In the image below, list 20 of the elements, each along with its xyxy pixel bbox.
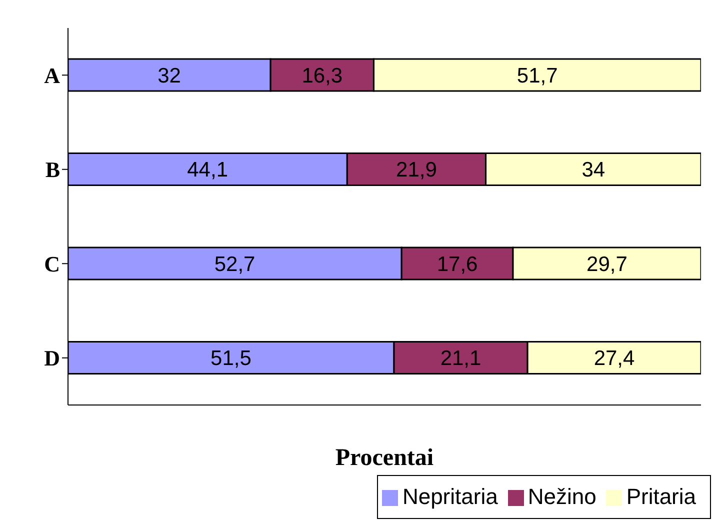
y-tick-label: C xyxy=(44,251,60,276)
y-tick-label: B xyxy=(45,157,60,182)
y-tick-label: A xyxy=(44,62,60,88)
data-label: 51,5 xyxy=(210,347,252,370)
data-label: 32 xyxy=(158,64,181,88)
legend-label: Pritaria xyxy=(626,484,696,509)
data-label: 44,1 xyxy=(187,158,228,182)
data-label: 34 xyxy=(582,158,606,182)
data-label: 52,7 xyxy=(214,252,256,276)
data-label: 17,6 xyxy=(436,252,478,276)
data-label: 21,9 xyxy=(396,158,437,182)
legend-label: Nežino xyxy=(528,484,596,509)
data-label: 16,3 xyxy=(302,64,343,88)
data-label: 51,7 xyxy=(516,64,558,88)
data-label: 27,4 xyxy=(594,347,636,370)
x-axis-title: Procentai xyxy=(335,445,434,471)
legend-label: Nepritaria xyxy=(402,484,498,509)
data-label: 29,7 xyxy=(586,252,628,276)
y-tick-label: D xyxy=(44,346,60,371)
data-label: 21,1 xyxy=(440,347,482,370)
